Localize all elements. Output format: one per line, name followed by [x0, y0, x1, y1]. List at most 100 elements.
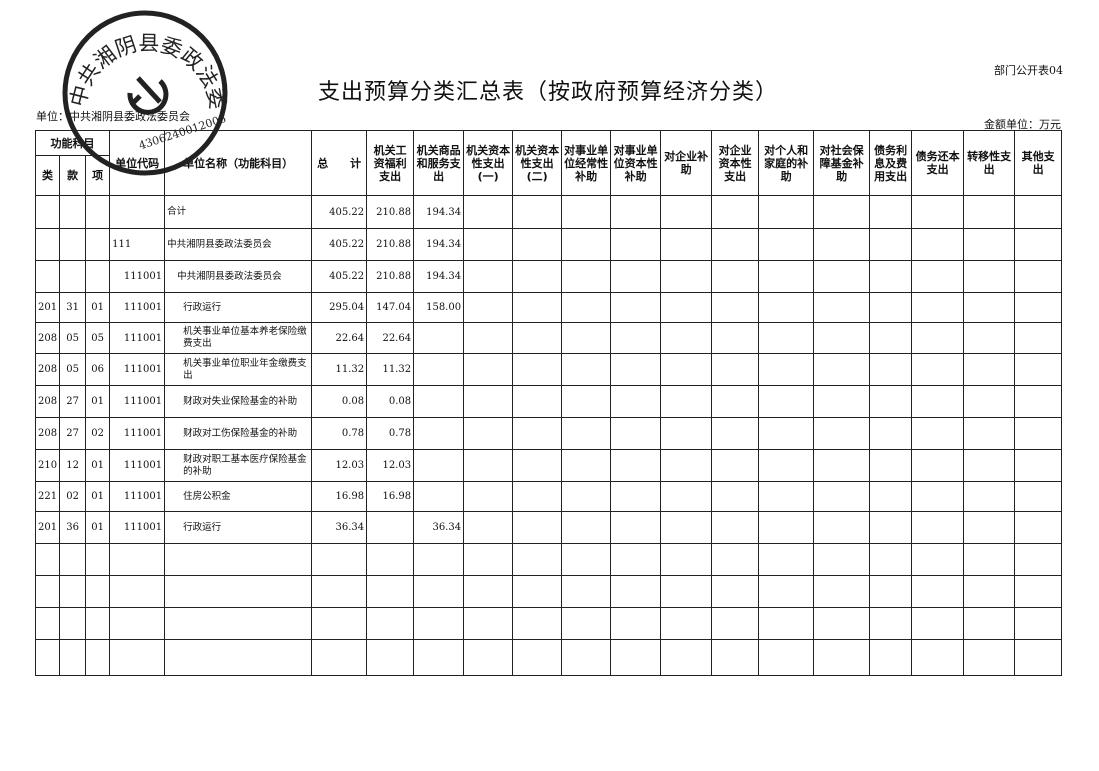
- cell-empty: [869, 353, 913, 386]
- table-row: 201 36 01 111001 行政运行 36.34 36.34: [34, 511, 1063, 544]
- cell-goods: [413, 417, 465, 450]
- cell-lei: 208: [34, 353, 61, 386]
- cell-goods: 36.34: [413, 511, 465, 544]
- cell-empty: [813, 481, 871, 512]
- cell-empty: [463, 353, 514, 386]
- cell-empty: [758, 607, 815, 640]
- cell-empty: [561, 228, 612, 261]
- cell-lei: 201: [34, 292, 61, 323]
- cell-empty: [34, 607, 61, 640]
- cell-empty: [59, 543, 87, 576]
- table-row: 合计 405.22 210.88 194.34: [34, 195, 1063, 229]
- cell-empty: [869, 292, 913, 323]
- cell-xiang: [85, 195, 111, 229]
- cell-empty: [813, 575, 871, 608]
- cell-empty: [311, 575, 368, 608]
- cell-unit-code: 111001: [109, 385, 166, 418]
- cell-empty: [869, 417, 913, 450]
- cell-unit-code: 111: [109, 228, 166, 261]
- cell-empty: [1014, 195, 1063, 229]
- cell-empty: [512, 228, 563, 261]
- table-row: 111001 中共湘阴县委政法委员会 405.22 210.88 194.34: [34, 260, 1063, 293]
- cell-empty: [610, 511, 662, 544]
- cell-empty: [59, 639, 87, 676]
- cell-empty: [758, 575, 815, 608]
- cell-wage: 22.64: [366, 322, 415, 354]
- cell-empty: [869, 543, 913, 576]
- cell-empty: [660, 260, 713, 293]
- unit-label: 单位：中共湘阴县委政法委员会: [36, 110, 190, 123]
- cell-empty: [561, 481, 612, 512]
- cell-empty: [512, 353, 563, 386]
- cell-empty: [512, 607, 563, 640]
- cell-unit-code: 111001: [109, 449, 166, 482]
- cell-empty: [963, 639, 1016, 676]
- cell-empty: [963, 228, 1016, 261]
- cell-empty: [561, 607, 612, 640]
- header-kuan: 款: [59, 155, 87, 196]
- cell-wage: 210.88: [366, 228, 415, 261]
- cell-empty: [413, 575, 465, 608]
- cell-kuan: [59, 195, 87, 229]
- cell-empty: [610, 228, 662, 261]
- cell-lei: 208: [34, 385, 61, 418]
- cell-total: 405.22: [311, 195, 368, 229]
- cell-empty: [911, 607, 965, 640]
- cell-goods: 194.34: [413, 228, 465, 261]
- cell-kuan: [59, 228, 87, 261]
- cell-empty: [711, 385, 760, 418]
- header-unit-code: 单位代码: [109, 130, 166, 196]
- table-row: 221 02 01 111001 住房公积金 16.98 16.98: [34, 481, 1063, 512]
- cell-wage: 210.88: [366, 195, 415, 229]
- cell-lei: [34, 260, 61, 293]
- cell-empty: [463, 481, 514, 512]
- cell-empty: [963, 385, 1016, 418]
- cell-empty: [512, 322, 563, 354]
- cell-empty: [660, 353, 713, 386]
- cell-kuan: 27: [59, 385, 87, 418]
- cell-empty: [711, 353, 760, 386]
- header-col-9: 对个人和家庭的补助: [758, 130, 815, 196]
- cell-empty: [610, 639, 662, 676]
- cell-empty: [1014, 449, 1063, 482]
- cell-empty: [366, 607, 415, 640]
- cell-empty: [711, 449, 760, 482]
- cell-empty: [758, 449, 815, 482]
- cell-unit-name: 合计: [164, 195, 313, 229]
- cell-empty: [34, 639, 61, 676]
- cell-wage: 11.32: [366, 353, 415, 386]
- cell-empty: [813, 292, 871, 323]
- cell-empty: [1014, 575, 1063, 608]
- cell-unit-code: 111001: [109, 292, 166, 323]
- header-col-2: 机关商品和服务支出: [413, 130, 465, 196]
- cell-empty: [1014, 481, 1063, 512]
- cell-empty: [813, 639, 871, 676]
- money-unit: 金额单位：万元: [984, 118, 1061, 131]
- cell-empty: [463, 607, 514, 640]
- cell-empty: [758, 639, 815, 676]
- cell-empty: [512, 481, 563, 512]
- cell-total: 16.98: [311, 481, 368, 512]
- cell-empty: [813, 607, 871, 640]
- table-row: 201 31 01 111001 行政运行 295.04 147.04 158.00: [34, 292, 1063, 323]
- cell-empty: [610, 543, 662, 576]
- cell-total: 0.08: [311, 385, 368, 418]
- cell-empty: [911, 228, 965, 261]
- cell-empty: [512, 449, 563, 482]
- cell-empty: [1014, 417, 1063, 450]
- cell-empty: [1014, 292, 1063, 323]
- cell-total: 11.32: [311, 353, 368, 386]
- cell-empty: [711, 292, 760, 323]
- cell-empty: [963, 511, 1016, 544]
- cell-empty: [561, 543, 612, 576]
- cell-empty: [711, 543, 760, 576]
- cell-unit-name: 财政对职工基本医疗保险基金的补助: [164, 449, 313, 482]
- header-col-11: 债务利息及费用支出: [869, 130, 913, 196]
- cell-unit-code: 111001: [109, 353, 166, 386]
- cell-empty: [512, 260, 563, 293]
- cell-goods: 158.00: [413, 292, 465, 323]
- header-func-subject: 功能科目: [34, 130, 111, 156]
- cell-empty: [413, 543, 465, 576]
- cell-kuan: 36: [59, 511, 87, 544]
- cell-empty: [869, 511, 913, 544]
